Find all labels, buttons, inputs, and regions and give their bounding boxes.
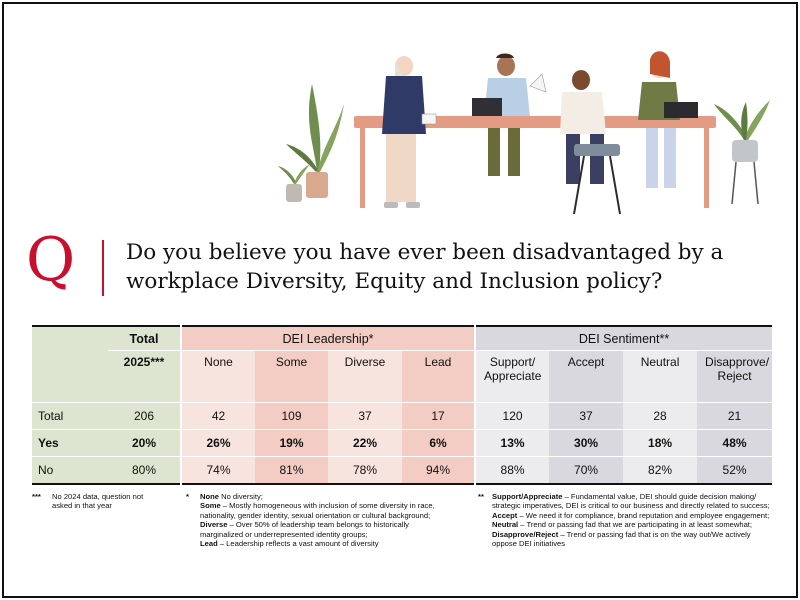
col-header-lead: Lead bbox=[402, 350, 476, 403]
cell: 6% bbox=[402, 429, 476, 457]
col-header-support: Support/ Appreciate bbox=[474, 350, 550, 403]
person-back-icon bbox=[560, 70, 621, 215]
total-header: Total bbox=[108, 326, 181, 351]
cell: 18% bbox=[623, 429, 698, 457]
term-some: Some bbox=[200, 501, 221, 511]
table-icon bbox=[354, 116, 716, 208]
q-letter: Q bbox=[26, 225, 76, 295]
cell: 30% bbox=[549, 429, 624, 457]
cell: 22% bbox=[328, 429, 402, 457]
footnote-text: No 2024 data, question not asked in that… bbox=[52, 492, 144, 511]
cell: 28 bbox=[623, 402, 698, 430]
footnote-marker: *** bbox=[32, 492, 41, 501]
col-header-disapprove: Disapprove/ Reject bbox=[697, 350, 773, 403]
table-row-total: Total 206 42 109 37 17 120 37 28 21 bbox=[32, 402, 773, 430]
column-header-row: 2025*** None Some Diverse Lead Support/ … bbox=[32, 350, 773, 403]
total-year-header: 2025*** bbox=[108, 350, 181, 403]
cell: 82% bbox=[623, 456, 698, 484]
def-disapprove: – Trend or passing fad that is on the wa… bbox=[492, 529, 751, 549]
plant-left-icon bbox=[278, 84, 344, 202]
cell: 74% bbox=[180, 456, 255, 484]
cell: 19% bbox=[255, 429, 328, 457]
footnote-sentiment: ** Support/Appreciate – Fundamental valu… bbox=[478, 492, 770, 548]
cell: 70% bbox=[549, 456, 624, 484]
results-table: Total DEI Leadership* DEI Sentiment** 20… bbox=[32, 325, 773, 485]
cell: 21 bbox=[697, 402, 773, 430]
corner-cell bbox=[32, 326, 108, 403]
footnote-marker: * bbox=[186, 492, 189, 501]
term-diverse: Diverse bbox=[200, 520, 228, 530]
col-header-some: Some bbox=[255, 350, 328, 403]
term-accept: Accept bbox=[492, 510, 518, 520]
def-support: – Fundamental value, DEI should guide de… bbox=[492, 492, 770, 511]
def-lead: – Leadership reflects a vast amount of d… bbox=[217, 539, 379, 549]
cell: 109 bbox=[255, 402, 328, 430]
footnote-marker: ** bbox=[478, 492, 484, 501]
def-none: No diversity; bbox=[218, 492, 263, 501]
def-some: – Mostly homogeneous with inclusion of s… bbox=[200, 501, 435, 520]
q-divider bbox=[102, 240, 104, 296]
cell: 52% bbox=[697, 456, 773, 484]
row-label: No bbox=[32, 456, 108, 484]
row-label: Yes bbox=[32, 429, 108, 457]
cell: 17 bbox=[402, 402, 476, 430]
cell: 20% bbox=[108, 429, 181, 457]
plant-right-icon bbox=[714, 100, 770, 205]
cell: 80% bbox=[108, 456, 181, 484]
person-seated-icon bbox=[472, 53, 547, 176]
table-row-no: No 80% 74% 81% 78% 94% 88% 70% 82% 52% bbox=[32, 456, 773, 484]
person-woman-icon bbox=[638, 51, 698, 188]
def-accept: – We need it for compliance, brand reput… bbox=[517, 510, 770, 520]
term-support: Support/Appreciate bbox=[492, 492, 563, 501]
col-header-diverse: Diverse bbox=[328, 350, 402, 403]
cell: 26% bbox=[180, 429, 255, 457]
col-header-none: None bbox=[180, 350, 255, 403]
cell: 78% bbox=[328, 456, 402, 484]
cell: 81% bbox=[255, 456, 328, 484]
dei-leadership-group-header: DEI Leadership* bbox=[179, 326, 476, 351]
term-neutral: Neutral bbox=[492, 520, 519, 530]
def-diverse: – Over 50% of leadership team belongs to… bbox=[200, 520, 409, 539]
table-row-yes: Yes 20% 26% 19% 22% 6% 13% 30% 18% 48% bbox=[32, 429, 773, 457]
def-neutral: – Trend or passing fad that we are parti… bbox=[518, 520, 753, 530]
person-standing-icon bbox=[382, 56, 437, 208]
cell: 48% bbox=[697, 429, 773, 457]
cell: 37 bbox=[328, 402, 402, 430]
cell: 37 bbox=[549, 402, 624, 430]
term-disapprove: Disapprove/Reject bbox=[492, 529, 559, 539]
meeting-illustration bbox=[278, 51, 770, 215]
cell: 120 bbox=[474, 402, 550, 430]
group-header-row: Total DEI Leadership* DEI Sentiment** bbox=[32, 326, 773, 403]
row-label: Total bbox=[32, 402, 108, 430]
col-header-neutral: Neutral bbox=[623, 350, 698, 403]
cell: 88% bbox=[474, 456, 550, 484]
footnote-no-2024: *** No 2024 data, question not asked in … bbox=[32, 492, 160, 511]
cell: 13% bbox=[474, 429, 550, 457]
term-lead: Lead bbox=[200, 539, 218, 549]
cell: 42 bbox=[180, 402, 255, 430]
cell: 206 bbox=[108, 402, 181, 430]
footnote-leadership: * None No diversity; Some – Mostly homog… bbox=[186, 492, 444, 548]
cell: 94% bbox=[402, 456, 476, 484]
col-header-accept: Accept bbox=[549, 350, 624, 403]
question-text: Do you believe you have ever been disadv… bbox=[126, 240, 724, 294]
dei-sentiment-group-header: DEI Sentiment** bbox=[474, 326, 773, 351]
term-none: None bbox=[200, 492, 219, 501]
